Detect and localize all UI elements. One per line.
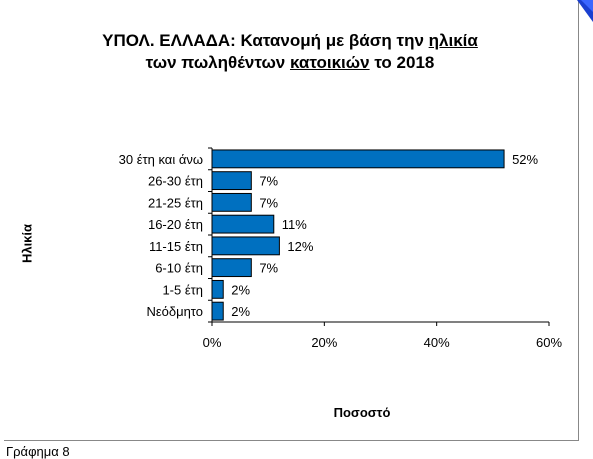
- bar: [211, 149, 505, 169]
- category-label: 30 έτη και άνω: [119, 152, 203, 167]
- data-label: 11%: [282, 217, 307, 232]
- data-label: 7%: [259, 261, 278, 276]
- bar: [211, 171, 252, 191]
- data-label: 7%: [259, 174, 278, 189]
- chart-title-line-2: των πωληθέντων κατοικιών το 2018: [145, 53, 435, 72]
- category-label: 11-15 έτη: [149, 239, 203, 254]
- data-label: 12%: [287, 239, 313, 254]
- chart-title-line-1: ΥΠΟΛ. ΕΛΛΑΔΑ: Κατανομή με βάση την ηλικί…: [102, 31, 478, 50]
- x-tick-label: 60%: [536, 335, 562, 350]
- category-label: 26-30 έτη: [148, 174, 203, 189]
- data-label: 7%: [259, 195, 278, 210]
- category-label: 16-20 έτη: [148, 217, 203, 232]
- data-label: 2%: [231, 282, 250, 297]
- chart-title: ΥΠΟΛ. ΕΛΛΑΔΑ: Κατανομή με βάση την ηλικί…: [10, 30, 570, 74]
- data-label: 2%: [231, 304, 250, 319]
- category-label: Νεόδμητο: [146, 304, 203, 319]
- x-axis-label: Ποσοστό: [333, 405, 391, 420]
- data-label: 52%: [512, 152, 538, 167]
- bar: [211, 279, 224, 299]
- bar: [211, 214, 275, 234]
- bar: [211, 192, 252, 212]
- x-tick-label: 20%: [311, 335, 337, 350]
- x-tick-label: 0%: [203, 335, 222, 350]
- x-tick-label: 40%: [424, 335, 450, 350]
- corner-decoration-icon: [577, 0, 593, 22]
- chart-frame: [4, 0, 579, 441]
- bar: [211, 301, 224, 321]
- category-label: 6-10 έτη: [155, 261, 203, 276]
- category-label: 1-5 έτη: [162, 282, 203, 297]
- bar: [211, 258, 252, 278]
- bar: [211, 236, 280, 256]
- category-label: 21-25 έτη: [148, 195, 203, 210]
- figure-caption: Γράφημα 8: [6, 444, 70, 459]
